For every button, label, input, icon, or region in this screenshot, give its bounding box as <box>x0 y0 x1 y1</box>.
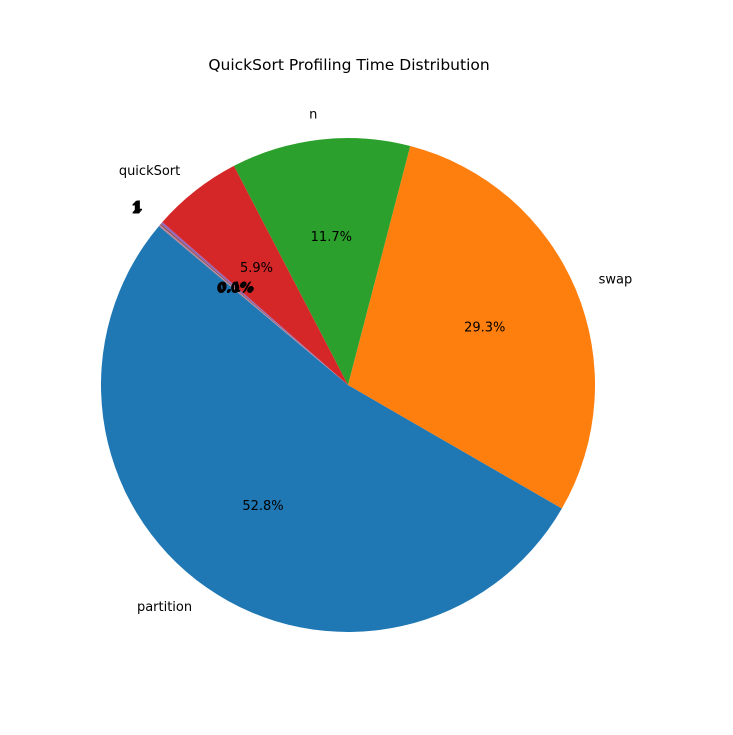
pie-slice-0 <box>101 226 562 633</box>
slice-label-6: 1 <box>132 202 141 217</box>
pct-label-0: 52.8% <box>242 499 283 514</box>
chart-title: QuickSort Profiling Time Distribution <box>208 56 489 74</box>
pct-label-3: 5.9% <box>240 261 273 276</box>
slice-label-7: 1 <box>131 203 140 218</box>
slice-label-3: quickSort <box>119 164 180 179</box>
pct-label-4: 0.1% <box>218 280 254 295</box>
pie-labels: partition 52.8% swap 29.3% n 11.7% quickSort 5.… <box>119 108 632 616</box>
slice-label-1: swap <box>599 273 633 288</box>
slice-label-5: 1 <box>132 201 141 216</box>
pie-slices <box>101 138 596 633</box>
slice-label-4: 1 <box>134 199 143 214</box>
slice-label-0: partition <box>137 600 192 615</box>
pie-slice-5 <box>159 223 348 385</box>
slice-label-2: n <box>309 108 317 123</box>
pct-label-6: 0.0% <box>217 282 253 297</box>
pct-label-1: 29.3% <box>464 320 505 335</box>
pie-slice-6 <box>159 225 348 385</box>
pct-label-7: 0.0% <box>217 282 253 297</box>
pie-slice-4 <box>160 222 348 385</box>
pct-label-2: 11.7% <box>311 230 352 245</box>
pie-slice-1 <box>348 145 596 509</box>
pct-label-5: 0.1% <box>217 281 253 296</box>
pie-slice-2 <box>233 138 411 385</box>
pie-slice-3 <box>162 165 348 385</box>
pie-slice-7 <box>158 225 348 385</box>
